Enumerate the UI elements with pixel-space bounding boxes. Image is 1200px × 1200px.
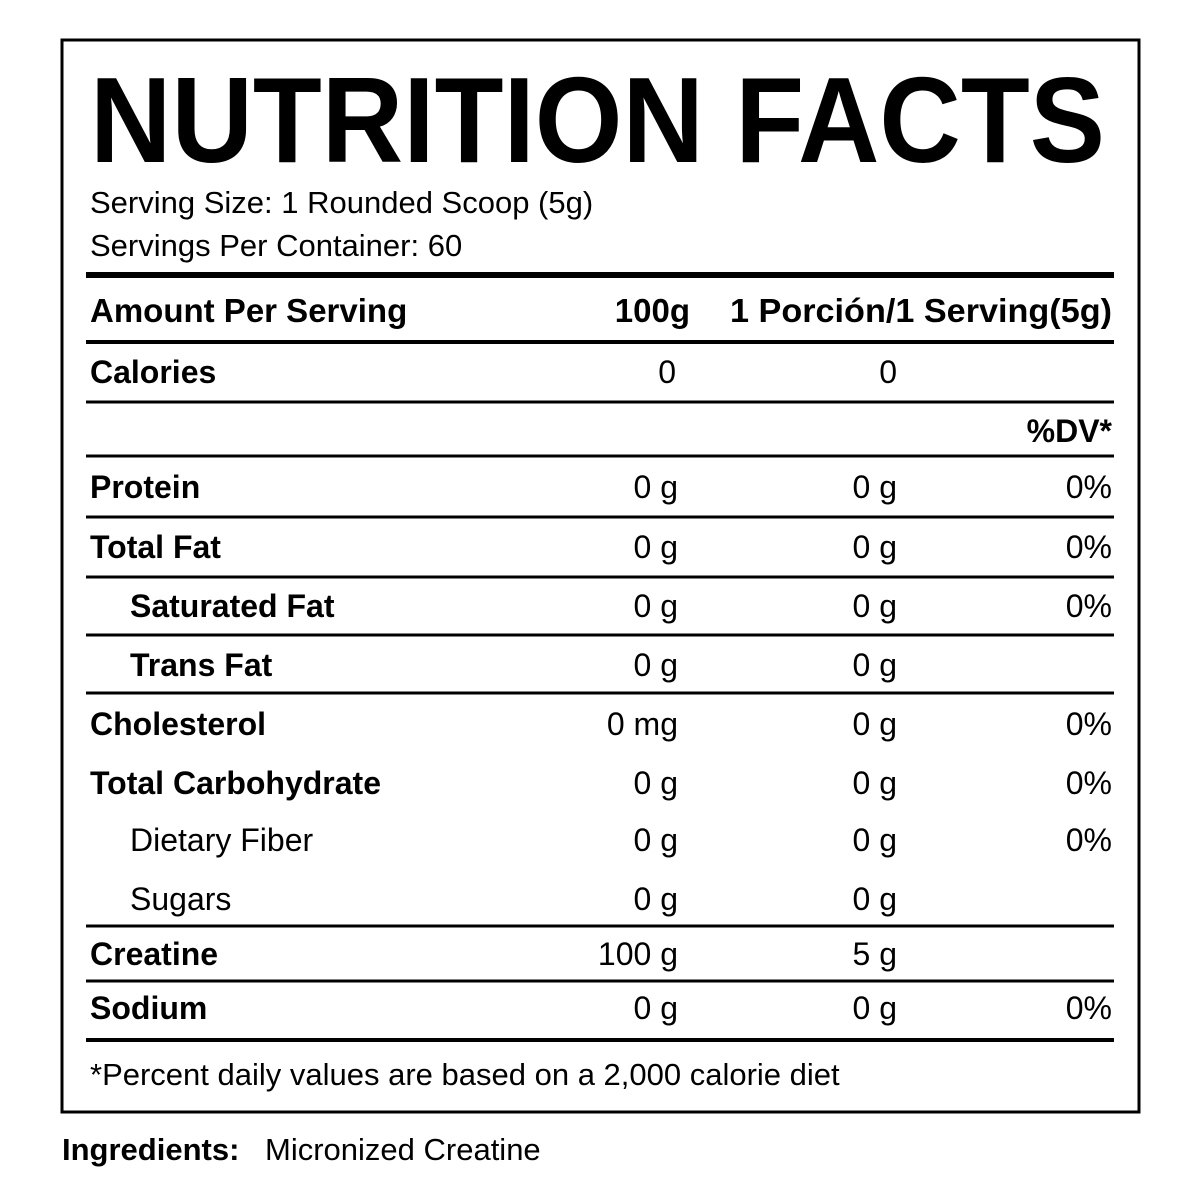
header-serving: 1 Porción/1 Serving(5g) bbox=[730, 292, 1112, 329]
nutrient-name: Total Fat bbox=[90, 529, 221, 565]
dv-header: %DV* bbox=[1027, 413, 1113, 449]
calories-100g: 0 bbox=[658, 354, 676, 390]
daily-value: 0% bbox=[1066, 706, 1112, 742]
header-label: Amount Per Serving bbox=[90, 292, 407, 329]
amount-100g: 0 g bbox=[634, 529, 678, 565]
amount-100g: 0 g bbox=[634, 588, 678, 624]
amount-100g: 0 g bbox=[634, 469, 678, 505]
amount-100g: 0 g bbox=[634, 990, 678, 1026]
nutrient-name: Trans Fat bbox=[130, 647, 273, 683]
header-100g: 100g bbox=[615, 292, 690, 329]
amount-serving: 0 g bbox=[853, 822, 897, 858]
amount-serving: 0 g bbox=[853, 529, 897, 565]
title: NUTRITION FACTS bbox=[90, 52, 1105, 188]
amount-serving: 0 g bbox=[853, 588, 897, 624]
daily-value: 0% bbox=[1066, 822, 1112, 858]
daily-value: 0% bbox=[1066, 529, 1112, 565]
amount-serving: 0 g bbox=[853, 990, 897, 1026]
nutrient-name: Creatine bbox=[90, 936, 218, 972]
calories-label: Calories bbox=[90, 354, 216, 390]
amount-serving: 0 g bbox=[853, 647, 897, 683]
ingredients: Micronized Creatine bbox=[265, 1132, 541, 1167]
nutrient-name: Total Carbohydrate bbox=[90, 765, 381, 801]
nutrient-name: Sodium bbox=[90, 990, 207, 1026]
nutrient-name: Cholesterol bbox=[90, 706, 266, 742]
amount-serving: 5 g bbox=[853, 936, 897, 972]
amount-100g: 0 g bbox=[634, 881, 678, 917]
amount-serving: 0 g bbox=[853, 765, 897, 801]
serving-size: Serving Size: 1 Rounded Scoop (5g) bbox=[90, 185, 593, 220]
footnote: *Percent daily values are based on a 2,0… bbox=[90, 1057, 840, 1092]
nutrient-name: Dietary Fiber bbox=[130, 822, 314, 858]
nutrient-name: Sugars bbox=[130, 881, 231, 917]
calories-serving: 0 bbox=[879, 354, 897, 390]
daily-value: 0% bbox=[1066, 765, 1112, 801]
nutrient-name: Saturated Fat bbox=[130, 588, 335, 624]
amount-100g: 0 g bbox=[634, 647, 678, 683]
amount-100g: 0 mg bbox=[607, 706, 678, 742]
label-border bbox=[60, 38, 1141, 1114]
ingredients-label: Ingredients: bbox=[62, 1132, 239, 1167]
nutrient-name: Protein bbox=[90, 469, 200, 505]
amount-100g: 0 g bbox=[634, 765, 678, 801]
amount-serving: 0 g bbox=[853, 881, 897, 917]
amount-serving: 0 g bbox=[853, 469, 897, 505]
servings-per-container: Servings Per Container: 60 bbox=[90, 228, 462, 263]
amount-100g: 0 g bbox=[634, 822, 678, 858]
daily-value: 0% bbox=[1066, 588, 1112, 624]
daily-value: 0% bbox=[1066, 990, 1112, 1026]
daily-value: 0% bbox=[1066, 469, 1112, 505]
amount-100g: 100 g bbox=[598, 936, 678, 972]
amount-serving: 0 g bbox=[853, 706, 897, 742]
